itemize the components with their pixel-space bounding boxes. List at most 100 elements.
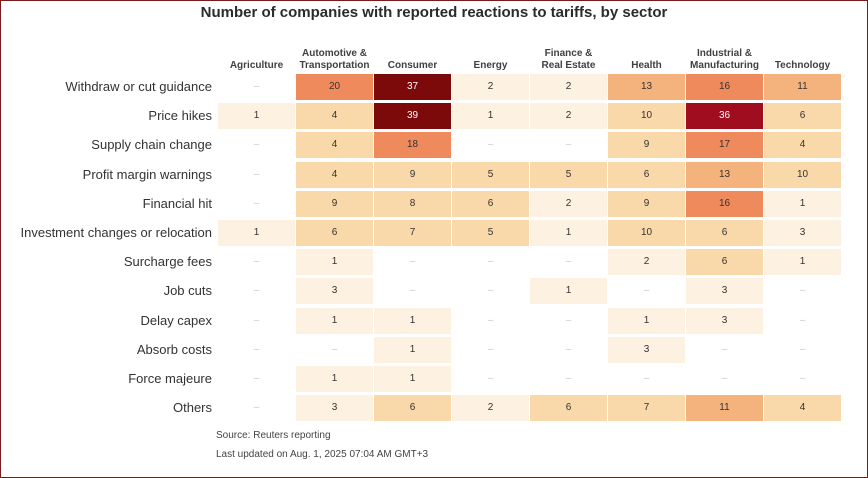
heatmap-cell: – — [409, 285, 416, 296]
column-header-consumer: Consumer — [387, 60, 438, 71]
heatmap-cell: – — [721, 344, 728, 355]
heatmap-cell: 10 — [764, 162, 841, 188]
heatmap-cell: 4 — [764, 132, 841, 158]
heatmap-cell: 1 — [296, 308, 373, 334]
heatmap-cell: 4 — [296, 162, 373, 188]
heatmap-cell: 2 — [530, 191, 607, 217]
heatmap-cell: 10 — [608, 103, 685, 129]
heatmap-cell: 1 — [296, 366, 373, 392]
heatmap-cell: – — [565, 344, 572, 355]
column-header-agriculture: Agriculture — [229, 60, 284, 71]
heatmap-cell: 3 — [296, 395, 373, 421]
heatmap-cell: – — [487, 256, 494, 267]
heatmap-cell: 6 — [530, 395, 607, 421]
heatmap-cell: – — [253, 81, 260, 92]
heatmap-cell: – — [799, 344, 806, 355]
heatmap-cell: 3 — [608, 337, 685, 363]
heatmap-cell: 5 — [452, 162, 529, 188]
heatmap-cell: 6 — [374, 395, 451, 421]
heatmap-cell: – — [253, 198, 260, 209]
heatmap-cell: 4 — [296, 132, 373, 158]
heatmap-cell: – — [799, 373, 806, 384]
heatmap-cell: 1 — [608, 308, 685, 334]
heatmap-cell: – — [253, 169, 260, 180]
heatmap-cell: – — [487, 285, 494, 296]
row-label-absorb-costs: Absorb costs — [136, 342, 212, 357]
heatmap-cell: – — [565, 315, 572, 326]
heatmap-cell: – — [253, 402, 260, 413]
heatmap-cell: 5 — [452, 220, 529, 246]
source-note: Source: Reuters reporting — [216, 430, 331, 441]
heatmap-cell: – — [487, 373, 494, 384]
column-header-industrial-manufacturing: Industrial & Manufacturing — [690, 48, 759, 71]
heatmap-cell: 6 — [608, 162, 685, 188]
column-header-automotive-transportation: Automotive & Transportation — [299, 48, 370, 71]
heatmap-cell: 3 — [686, 278, 763, 304]
row-label-supply-chain-change: Supply chain change — [91, 137, 212, 152]
heatmap-cell: – — [799, 285, 806, 296]
heatmap-cell: 4 — [296, 103, 373, 129]
chart-title: Number of companies with reported reacti… — [200, 4, 668, 21]
heatmap-cell: 37 — [374, 74, 451, 100]
row-label-investment-changes-or-relocation: Investment changes or relocation — [20, 225, 213, 240]
heatmap-cell: – — [565, 256, 572, 267]
heatmap-cell: 7 — [608, 395, 685, 421]
heatmap-cell: – — [253, 285, 260, 296]
heatmap-cell: – — [721, 373, 728, 384]
heatmap-cell: – — [487, 139, 494, 150]
last-updated-note: Last updated on Aug. 1, 2025 07:04 AM GM… — [216, 449, 429, 460]
heatmap-cell: 1 — [530, 220, 607, 246]
heatmap-cell: 6 — [764, 103, 841, 129]
heatmap-cell: – — [253, 344, 260, 355]
heatmap-cell: 2 — [530, 74, 607, 100]
heatmap-cell: – — [253, 139, 260, 150]
heatmap-cell: – — [565, 139, 572, 150]
heatmap-cell: – — [409, 256, 416, 267]
heatmap-cell: 1 — [374, 337, 451, 363]
heatmap-cell: – — [565, 373, 572, 384]
heatmap-cell: 1 — [374, 366, 451, 392]
heatmap-cell: 1 — [764, 249, 841, 275]
heatmap-cell: 3 — [296, 278, 373, 304]
heatmap-cell: 20 — [296, 74, 373, 100]
heatmap-cell: 6 — [296, 220, 373, 246]
heatmap-cell: 39 — [374, 103, 451, 129]
heatmap-cell: 6 — [452, 191, 529, 217]
heatmap-cell: – — [487, 315, 494, 326]
heatmap-cell: 6 — [686, 220, 763, 246]
heatmap-cell: 6 — [686, 249, 763, 275]
heatmap-cell: 4 — [764, 395, 841, 421]
heatmap-cell: 11 — [686, 395, 763, 421]
heatmap-cell: 1 — [764, 191, 841, 217]
heatmap-cell: 10 — [608, 220, 685, 246]
heatmap-cell: – — [643, 373, 650, 384]
heatmap-cell: 1 — [218, 103, 295, 129]
heatmap-cell: – — [487, 344, 494, 355]
heatmap-cell: 9 — [296, 191, 373, 217]
heatmap-cell: 1 — [452, 103, 529, 129]
row-label-job-cuts: Job cuts — [163, 283, 212, 298]
heatmap-cell: – — [331, 344, 338, 355]
heatmap-cell: – — [253, 373, 260, 384]
heatmap-cell: 8 — [374, 191, 451, 217]
heatmap-cell: 7 — [374, 220, 451, 246]
heatmap-cell: 9 — [608, 191, 685, 217]
heatmap-cell: 9 — [608, 132, 685, 158]
heatmap-cell: 9 — [374, 162, 451, 188]
heatmap-cell: – — [253, 315, 260, 326]
heatmap-cell: 2 — [452, 395, 529, 421]
heatmap-cell: – — [253, 256, 260, 267]
heatmap-cell: 11 — [764, 74, 841, 100]
heatmap-cell: – — [799, 315, 806, 326]
heatmap-cell: 3 — [764, 220, 841, 246]
row-label-surcharge-fees: Surcharge fees — [123, 254, 212, 269]
row-label-delay-capex: Delay capex — [140, 313, 212, 328]
row-label-financial-hit: Financial hit — [142, 196, 212, 211]
heatmap-cell: 3 — [686, 308, 763, 334]
heatmap-cell: – — [643, 285, 650, 296]
column-header-health: Health — [631, 60, 662, 71]
column-header-technology: Technology — [774, 60, 831, 71]
heatmap-cell: 13 — [686, 162, 763, 188]
heatmap-cell: 16 — [686, 74, 763, 100]
heatmap-cell: 16 — [686, 191, 763, 217]
